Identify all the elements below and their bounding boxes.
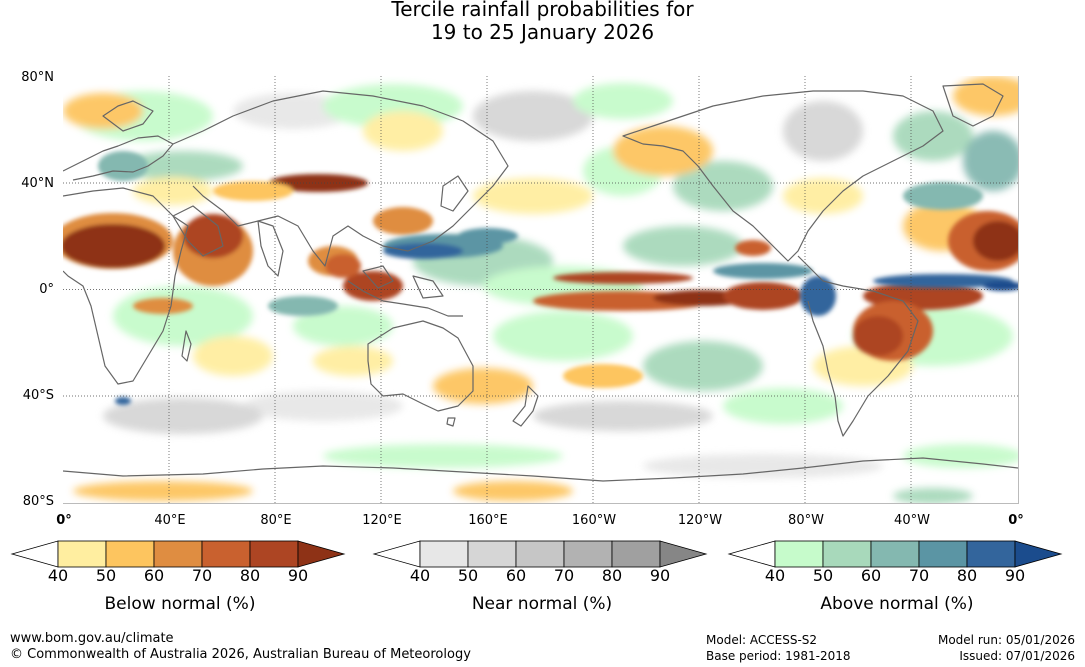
colorbar-tick-label: 70 (191, 566, 213, 585)
above-normal-regions (98, 151, 1018, 405)
colorbar-segment (57, 540, 107, 568)
lon-label-80e: 80°E (260, 513, 292, 528)
legend-above-normal: 40 50 60 70 80 90 Above normal (%) (727, 537, 1067, 617)
lon-label-0-left: 0° (56, 513, 72, 528)
legend-title: Above normal (%) (820, 594, 974, 614)
colorbar-tick-label: 50 (812, 566, 834, 585)
map-title-line-1: Tercile rainfall probabilities for (391, 0, 694, 21)
colorbar-segment (105, 540, 155, 568)
legend-title: Near normal (%) (471, 594, 613, 614)
coastlines (63, 83, 1018, 482)
colorbar-segment (419, 540, 469, 568)
colorbar-arrow-low (372, 540, 421, 568)
rainfall-probability-map (63, 76, 1019, 504)
colorbar-segment (966, 540, 1016, 568)
colorbar-arrow-high (297, 540, 346, 568)
lat-label-80n: 80°N (21, 70, 54, 85)
legend-below-normal: 40 50 60 70 80 90 Below normal (%) (10, 537, 350, 617)
lon-label-120e: 120°E (362, 513, 402, 528)
colorbar-tick-label: 70 (553, 566, 575, 585)
colorbar-tick-label: 50 (457, 566, 479, 585)
lat-label-40n: 40°N (21, 176, 54, 191)
colorbar-tick-label: 60 (143, 566, 165, 585)
colorbar-segment (870, 540, 920, 568)
colorbar-segment (201, 540, 251, 568)
colorbar-segment (822, 540, 872, 568)
colorbar-tick-label: 90 (649, 566, 671, 585)
colorbar-segment (153, 540, 203, 568)
below-normal-regions (63, 174, 1018, 388)
lat-label-40s: 40°S (22, 388, 54, 403)
colorbar-tick-label: 80 (956, 566, 978, 585)
map-canvas (63, 76, 1018, 503)
colorbar-segment (515, 540, 565, 568)
colorbar-arrow-high (659, 540, 708, 568)
issued-date: Issued: 07/01/2026 (959, 649, 1075, 663)
colorbar-below-normal (10, 540, 346, 568)
lon-label-160w: 160°W (571, 513, 617, 528)
colorbar-tick-label: 50 (95, 566, 117, 585)
colorbar-tick-label: 80 (239, 566, 261, 585)
colorbar-segment (611, 540, 661, 568)
lon-label-0-right: 0° (1008, 513, 1024, 528)
legend-near-normal: 40 50 60 70 80 90 Near normal (%) (372, 537, 712, 617)
website-link[interactable]: www.bom.gov.au/climate (10, 631, 174, 646)
colorbar-segment (563, 540, 613, 568)
colorbar-tick-label: 60 (505, 566, 527, 585)
colorbar-above-normal (727, 540, 1063, 568)
colorbar-arrow-high (1014, 540, 1063, 568)
colorbar-tick-label: 60 (860, 566, 882, 585)
legend-title: Below normal (%) (104, 594, 256, 614)
lon-label-40e: 40°E (154, 513, 186, 528)
colorbar-tick-label: 40 (47, 566, 69, 585)
colorbar-tick-label: 70 (908, 566, 930, 585)
colorbar-segment (918, 540, 968, 568)
model-run-date: Model run: 05/01/2026 (937, 633, 1075, 647)
colorbar-arrow-low (727, 540, 776, 568)
colorbar-tick-label: 80 (601, 566, 623, 585)
colorbar-segment (467, 540, 517, 568)
lat-label-80s: 80°S (22, 494, 54, 509)
colorbar-segment (774, 540, 824, 568)
colorbar-arrow-low (10, 540, 59, 568)
lon-label-80w: 80°W (788, 513, 824, 528)
colorbar-segment (249, 540, 299, 568)
base-period: Base period: 1981-2018 (706, 649, 851, 663)
colorbar-tick-label: 90 (1004, 566, 1026, 585)
copyright-text: © Commonwealth of Australia 2026, Austra… (10, 647, 471, 662)
model-name: Model: ACCESS-S2 (706, 633, 818, 647)
colorbar-near-normal (372, 540, 708, 568)
colorbar-tick-label: 40 (409, 566, 431, 585)
map-title-line-2: 19 to 25 January 2026 (430, 20, 655, 44)
lon-label-40w: 40°W (894, 513, 930, 528)
colorbar-tick-label: 40 (764, 566, 786, 585)
colorbar-tick-label: 90 (287, 566, 309, 585)
lat-label-0: 0° (39, 282, 54, 297)
lon-label-120w: 120°W (677, 513, 723, 528)
lon-label-160e: 160°E (468, 513, 508, 528)
graticule (63, 76, 1018, 503)
